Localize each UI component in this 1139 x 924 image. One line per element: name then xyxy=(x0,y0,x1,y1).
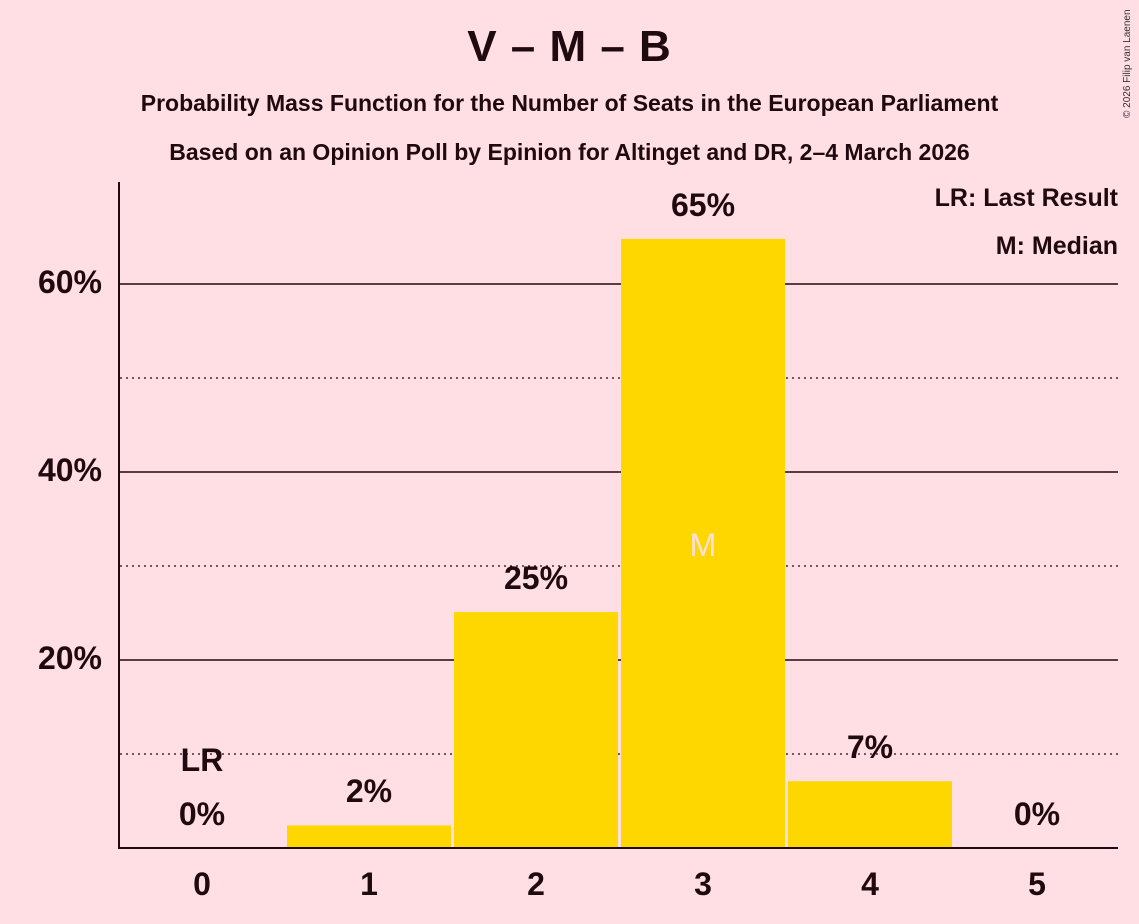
bar-seat-1 xyxy=(287,825,451,848)
chart-subtitle: Probability Mass Function for the Number… xyxy=(140,90,999,116)
y-tick-label: 60% xyxy=(37,264,102,300)
legend-last-result: LR: Last Result xyxy=(934,184,1118,212)
legend-median: M: Median xyxy=(995,232,1118,260)
median-marker: M xyxy=(689,527,717,563)
bar-value-label: 2% xyxy=(345,773,393,810)
x-tick-label: 5 xyxy=(1028,866,1046,902)
bar-value-label: 65% xyxy=(670,186,736,223)
bar-value-label: 0% xyxy=(178,796,226,832)
chart-title: V – M – B xyxy=(467,22,672,71)
bar-seat-4 xyxy=(788,781,952,848)
chart-source-subtitle: Based on an Opinion Poll by Epinion for … xyxy=(169,139,970,165)
bar-value-label: 0% xyxy=(1013,796,1061,832)
x-tick-label: 4 xyxy=(861,866,879,902)
x-tick-label: 2 xyxy=(527,866,545,902)
bar-seat-3 xyxy=(621,238,785,848)
x-tick-label: 0 xyxy=(193,866,211,902)
last-result-marker: LR xyxy=(180,742,224,778)
bar-seat-2 xyxy=(454,612,618,848)
bar-value-label: 7% xyxy=(846,729,894,766)
x-tick-label: 1 xyxy=(360,866,378,902)
y-tick-label: 20% xyxy=(37,640,102,676)
bars xyxy=(287,238,952,848)
x-tick-label: 3 xyxy=(694,866,712,902)
bar-value-label: 25% xyxy=(503,560,569,597)
gridlines xyxy=(120,283,1118,755)
y-tick-label: 40% xyxy=(37,452,102,488)
